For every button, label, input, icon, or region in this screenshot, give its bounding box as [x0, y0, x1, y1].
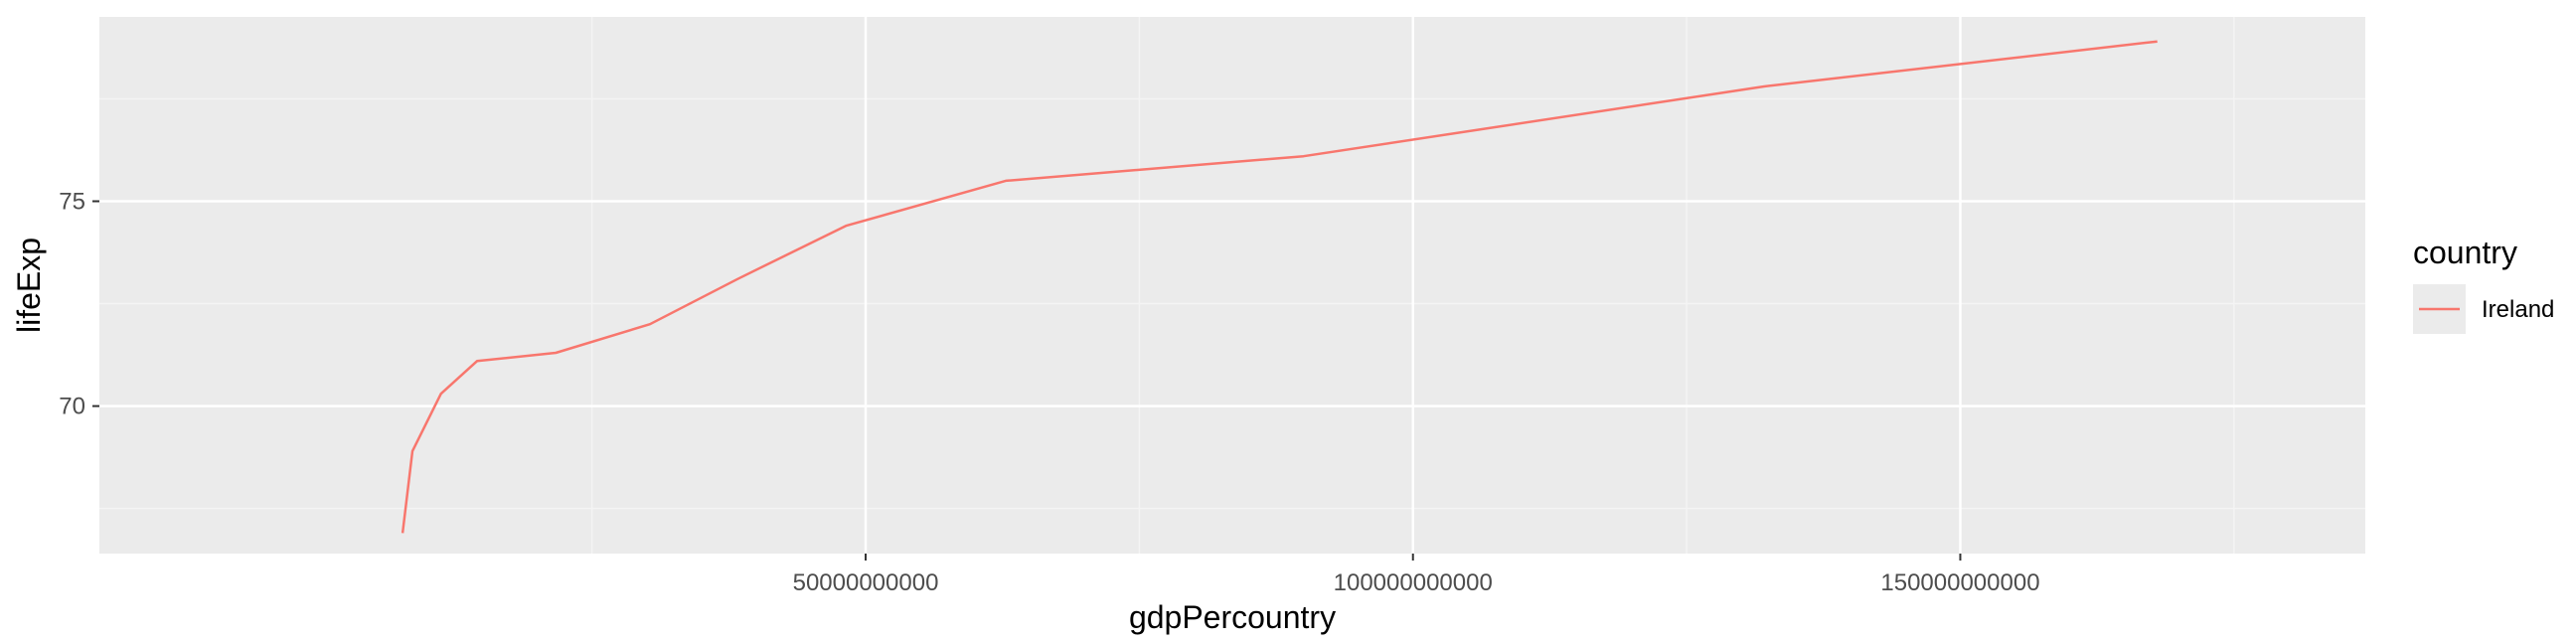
y-axis-title: lifeExp — [11, 238, 47, 333]
grid-minor — [99, 17, 2365, 554]
y-tick-label-1: 75 — [59, 188, 85, 215]
x-axis-ticks: 50000000000 100000000000 150000000000 — [793, 554, 2040, 596]
y-tick-label-0: 70 — [59, 394, 85, 420]
series-line-ireland — [401, 40, 2158, 534]
plot-panel — [99, 17, 2365, 554]
series-layer — [401, 40, 2158, 534]
legend: country Ireland — [2413, 235, 2554, 334]
legend-label-ireland: Ireland — [2482, 296, 2554, 323]
x-axis-title: gdpPercountry — [1129, 599, 1336, 635]
x-tick-label-2: 150000000000 — [1880, 569, 2039, 596]
y-axis-ticks: 70 75 — [59, 188, 99, 420]
x-tick-label-0: 50000000000 — [793, 569, 939, 596]
x-tick-label-1: 100000000000 — [1334, 569, 1493, 596]
legend-title: country — [2413, 235, 2517, 270]
grid-major — [99, 17, 2365, 554]
